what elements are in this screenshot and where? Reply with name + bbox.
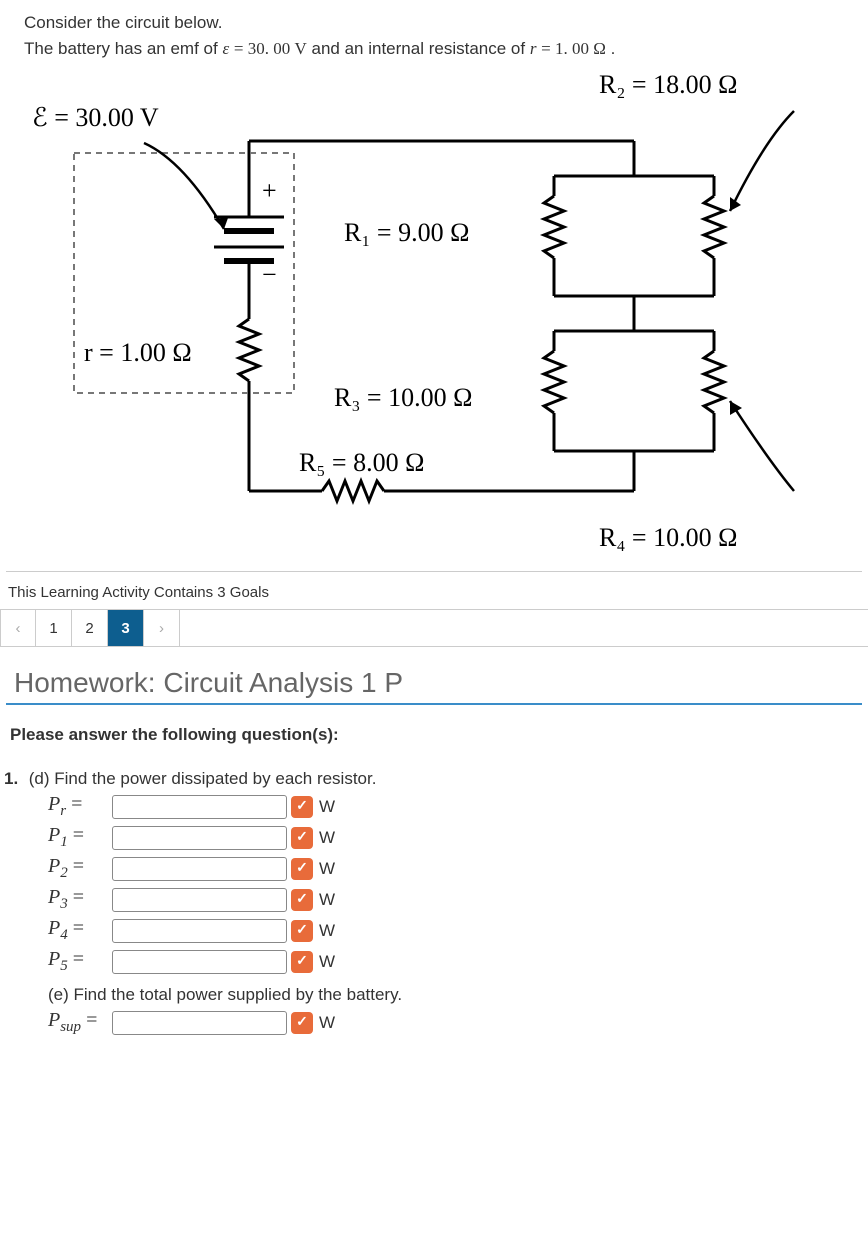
r-label: r = 1.00 Ω	[84, 338, 192, 367]
r5-label: R₅ = 8.00 Ω	[299, 448, 424, 477]
r4-arrow	[730, 401, 794, 491]
label-main: P	[48, 948, 60, 970]
emf-val: 30. 00 V	[248, 39, 307, 58]
check-icon[interactable]: ✓	[291, 858, 313, 880]
r4-arrowhead	[730, 401, 742, 415]
resistor-R3	[544, 351, 564, 413]
label-sub: 3	[60, 896, 68, 912]
goals-text: This Learning Activity Contains 3 Goals	[0, 572, 868, 609]
answer-label: P4 =	[48, 917, 110, 944]
problem-line-2: The battery has an emf of ε = 30. 00 V a…	[24, 36, 844, 62]
label-main: P	[48, 824, 60, 846]
answer-input-p5[interactable]	[112, 950, 287, 974]
answer-input-p2[interactable]	[112, 857, 287, 881]
answer-input-psup[interactable]	[112, 1011, 287, 1035]
text: The battery has an emf of	[24, 39, 222, 58]
instructions: Please answer the following question(s):	[0, 721, 868, 769]
eq: =	[541, 39, 555, 58]
emf-var: ε	[222, 39, 229, 58]
unit: W	[319, 797, 335, 817]
check-icon[interactable]: ✓	[291, 920, 313, 942]
minus-sign: −	[262, 260, 277, 289]
answer-input-p3[interactable]	[112, 888, 287, 912]
resistor-R1	[544, 196, 564, 258]
label-main: P	[48, 793, 60, 815]
answer-label: P2 =	[48, 855, 110, 882]
question-block: 1. (d) Find the power dissipated by each…	[0, 769, 868, 1060]
label-sub: 4	[60, 927, 68, 943]
answer-label: P1 =	[48, 824, 110, 851]
answer-row-psup: Psup = ✓ W	[48, 1009, 858, 1036]
pager-prev[interactable]: ‹	[0, 610, 36, 646]
emf-arrow	[144, 143, 224, 229]
label-sub: 2	[60, 865, 68, 881]
pager-item-1[interactable]: 1	[36, 610, 72, 646]
circuit-diagram: + − ℰ = 30.00 V r = 1.00 Ω R₁ = 9.00 Ω R…	[0, 61, 868, 571]
resistor-R5	[322, 481, 384, 501]
section-title: Homework: Circuit Analysis 1 P	[6, 647, 862, 705]
answer-label: Psup =	[48, 1009, 110, 1036]
label-sub: sup	[60, 1019, 81, 1035]
answer-input-p1[interactable]	[112, 826, 287, 850]
check-icon[interactable]: ✓	[291, 889, 313, 911]
resistor-R4	[704, 351, 724, 413]
answer-row-p3: P3 = ✓ W	[48, 886, 858, 913]
answer-input-pr[interactable]	[112, 795, 287, 819]
label-main: P	[48, 886, 60, 908]
plus-sign: +	[262, 176, 277, 205]
unit: W	[319, 828, 335, 848]
r2-arrow	[730, 111, 794, 211]
r-val: 1. 00 Ω	[555, 39, 606, 58]
resistor-r	[239, 319, 259, 381]
label-main: P	[48, 917, 60, 939]
r4-label: R₄ = 10.00 Ω	[599, 523, 737, 552]
label-sub: 5	[60, 958, 68, 974]
check-icon[interactable]: ✓	[291, 796, 313, 818]
answer-label: Pr =	[48, 793, 110, 820]
pager-item-3[interactable]: 3	[108, 610, 144, 646]
problem-statement: Consider the circuit below. The battery …	[0, 0, 868, 61]
pager-next[interactable]: ›	[144, 610, 180, 646]
resistor-R2	[704, 196, 724, 258]
answer-input-p4[interactable]	[112, 919, 287, 943]
question-1: 1. (d) Find the power dissipated by each…	[26, 769, 858, 789]
emf-label: ℰ = 30.00 V	[32, 103, 159, 132]
part-e-text: (e) Find the total power supplied by the…	[48, 985, 858, 1005]
label-main: P	[48, 855, 60, 877]
answer-row-p1: P1 = ✓ W	[48, 824, 858, 851]
pager: ‹ 1 2 3 ›	[0, 609, 868, 647]
check-icon[interactable]: ✓	[291, 827, 313, 849]
check-icon[interactable]: ✓	[291, 1012, 313, 1034]
label-main: P	[48, 1009, 60, 1031]
r-var: r	[530, 39, 537, 58]
label-sub: 1	[60, 834, 68, 850]
r3-label: R₃ = 10.00 Ω	[334, 383, 472, 412]
unit: W	[319, 890, 335, 910]
emf-arrowhead	[214, 218, 228, 229]
answer-label: P3 =	[48, 886, 110, 913]
text: and an internal resistance of	[312, 39, 530, 58]
check-icon[interactable]: ✓	[291, 951, 313, 973]
problem-line-1: Consider the circuit below.	[24, 10, 844, 36]
part-d-text: (d) Find the power dissipated by each re…	[29, 769, 377, 788]
pager-item-2[interactable]: 2	[72, 610, 108, 646]
period: .	[611, 39, 616, 58]
answer-row-p2: P2 = ✓ W	[48, 855, 858, 882]
circuit-svg: + − ℰ = 30.00 V r = 1.00 Ω R₁ = 9.00 Ω R…	[24, 71, 844, 571]
question-number: 1.	[4, 769, 24, 789]
eq: =	[234, 39, 248, 58]
unit: W	[319, 921, 335, 941]
answer-row-p4: P4 = ✓ W	[48, 917, 858, 944]
answer-row-p5: P5 = ✓ W	[48, 948, 858, 975]
unit: W	[319, 952, 335, 972]
unit: W	[319, 1013, 335, 1033]
answer-row-pr: Pr = ✓ W	[48, 793, 858, 820]
answer-label: P5 =	[48, 948, 110, 975]
r2-label: R₂ = 18.00 Ω	[599, 71, 737, 99]
unit: W	[319, 859, 335, 879]
r1-label: R₁ = 9.00 Ω	[344, 218, 469, 247]
